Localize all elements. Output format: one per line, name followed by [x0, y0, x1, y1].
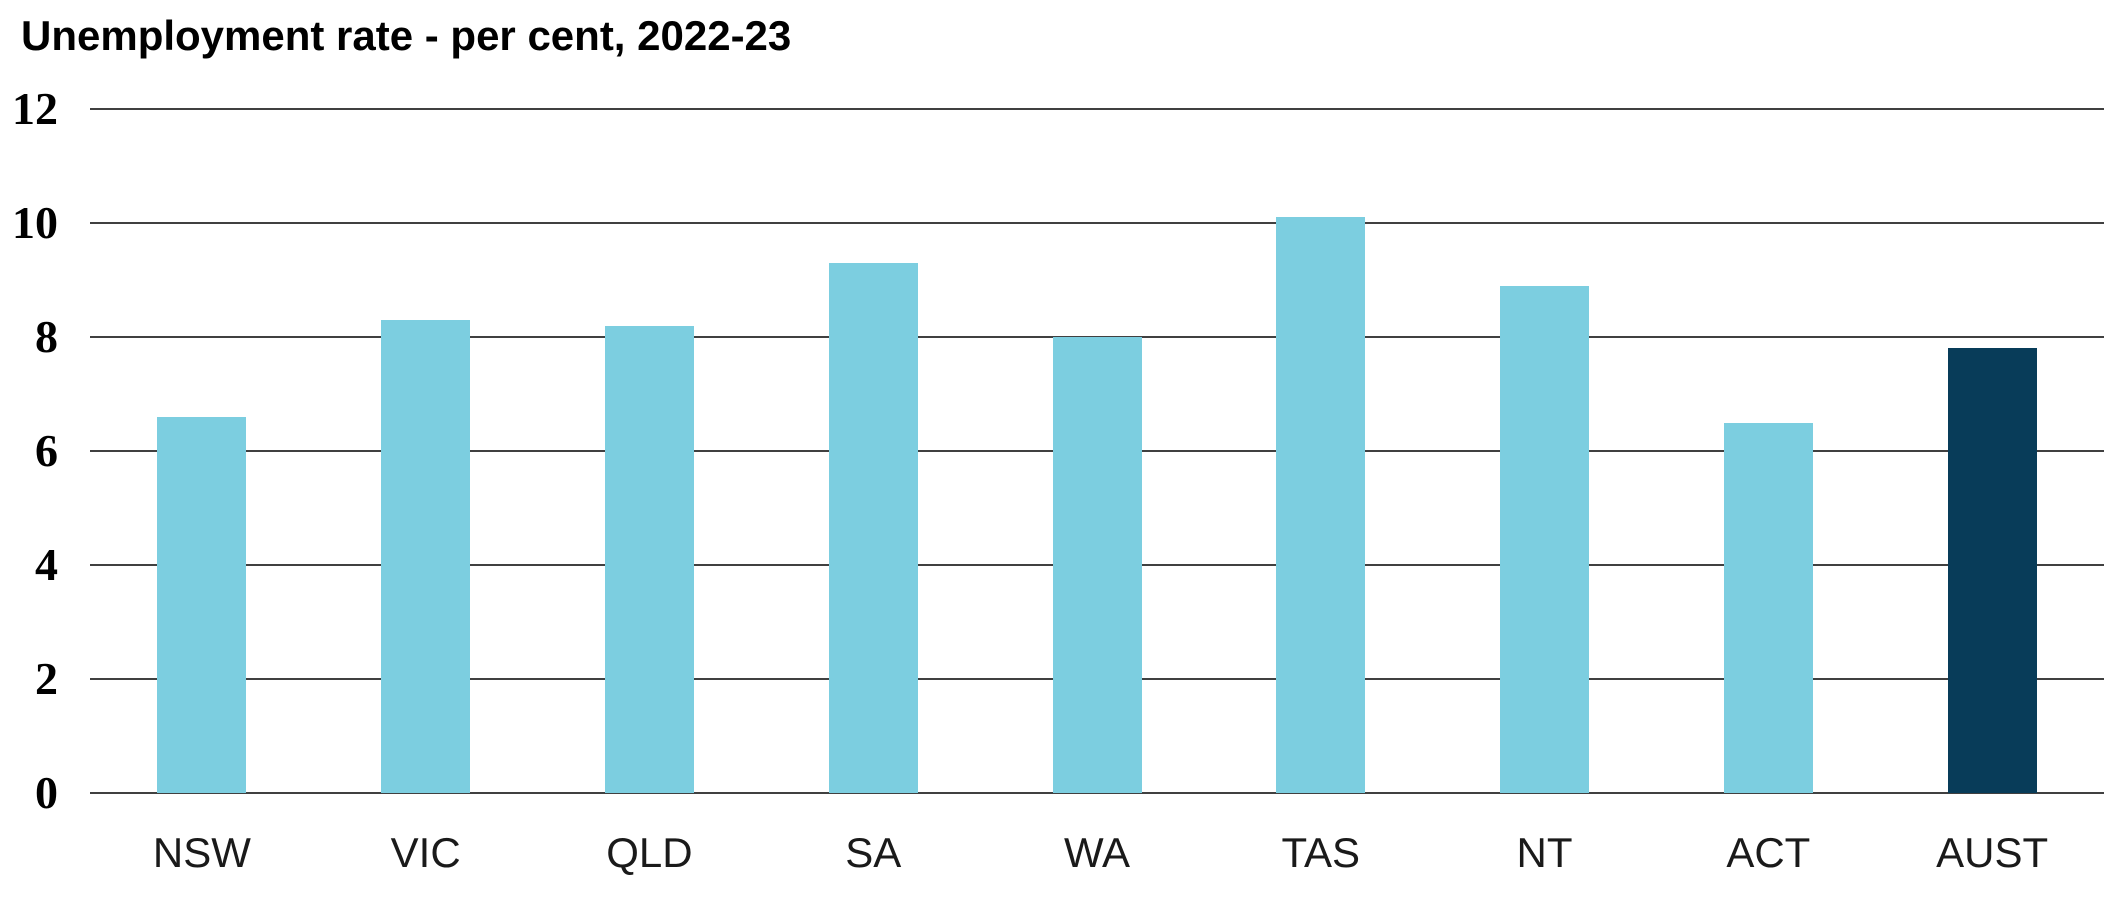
bar-nsw	[157, 416, 247, 793]
bar-act	[1723, 422, 1813, 793]
x-axis-label-act: ACT	[1726, 829, 1811, 876]
bar-wa	[1052, 337, 1142, 793]
y-axis-label-4: 4	[35, 539, 58, 590]
gridline-0	[90, 792, 2104, 794]
bar-vic	[381, 319, 471, 793]
y-axis-label-0: 0	[35, 767, 58, 818]
y-axis-label-8: 8	[35, 311, 58, 362]
gridline-12	[90, 108, 2104, 110]
x-axis-label-aust: AUST	[1936, 829, 2049, 876]
x-axis-label-wa: WA	[1063, 829, 1131, 876]
x-axis-label-vic: VIC	[390, 829, 461, 876]
bar-nt	[1500, 285, 1590, 793]
x-axis-label-tas: TAS	[1281, 829, 1361, 876]
y-axis-label-2: 2	[35, 653, 58, 704]
x-axis-label-qld: QLD	[606, 829, 693, 876]
bar-qld	[604, 325, 694, 793]
x-axis-label-sa: SA	[845, 829, 902, 876]
y-axis-label-6: 6	[35, 425, 58, 476]
y-axis-label-10: 10	[12, 197, 58, 248]
x-axis-label-nsw: NSW	[152, 829, 251, 876]
bar-tas	[1276, 217, 1366, 793]
x-axis-label-nt: NT	[1516, 829, 1573, 876]
chart-title: Unemployment rate - per cent, 2022-23	[21, 12, 792, 59]
bar-aust	[1947, 348, 2037, 793]
gridline-10	[90, 222, 2104, 224]
bar-sa	[828, 262, 918, 793]
y-axis-label-12: 12	[12, 83, 58, 134]
